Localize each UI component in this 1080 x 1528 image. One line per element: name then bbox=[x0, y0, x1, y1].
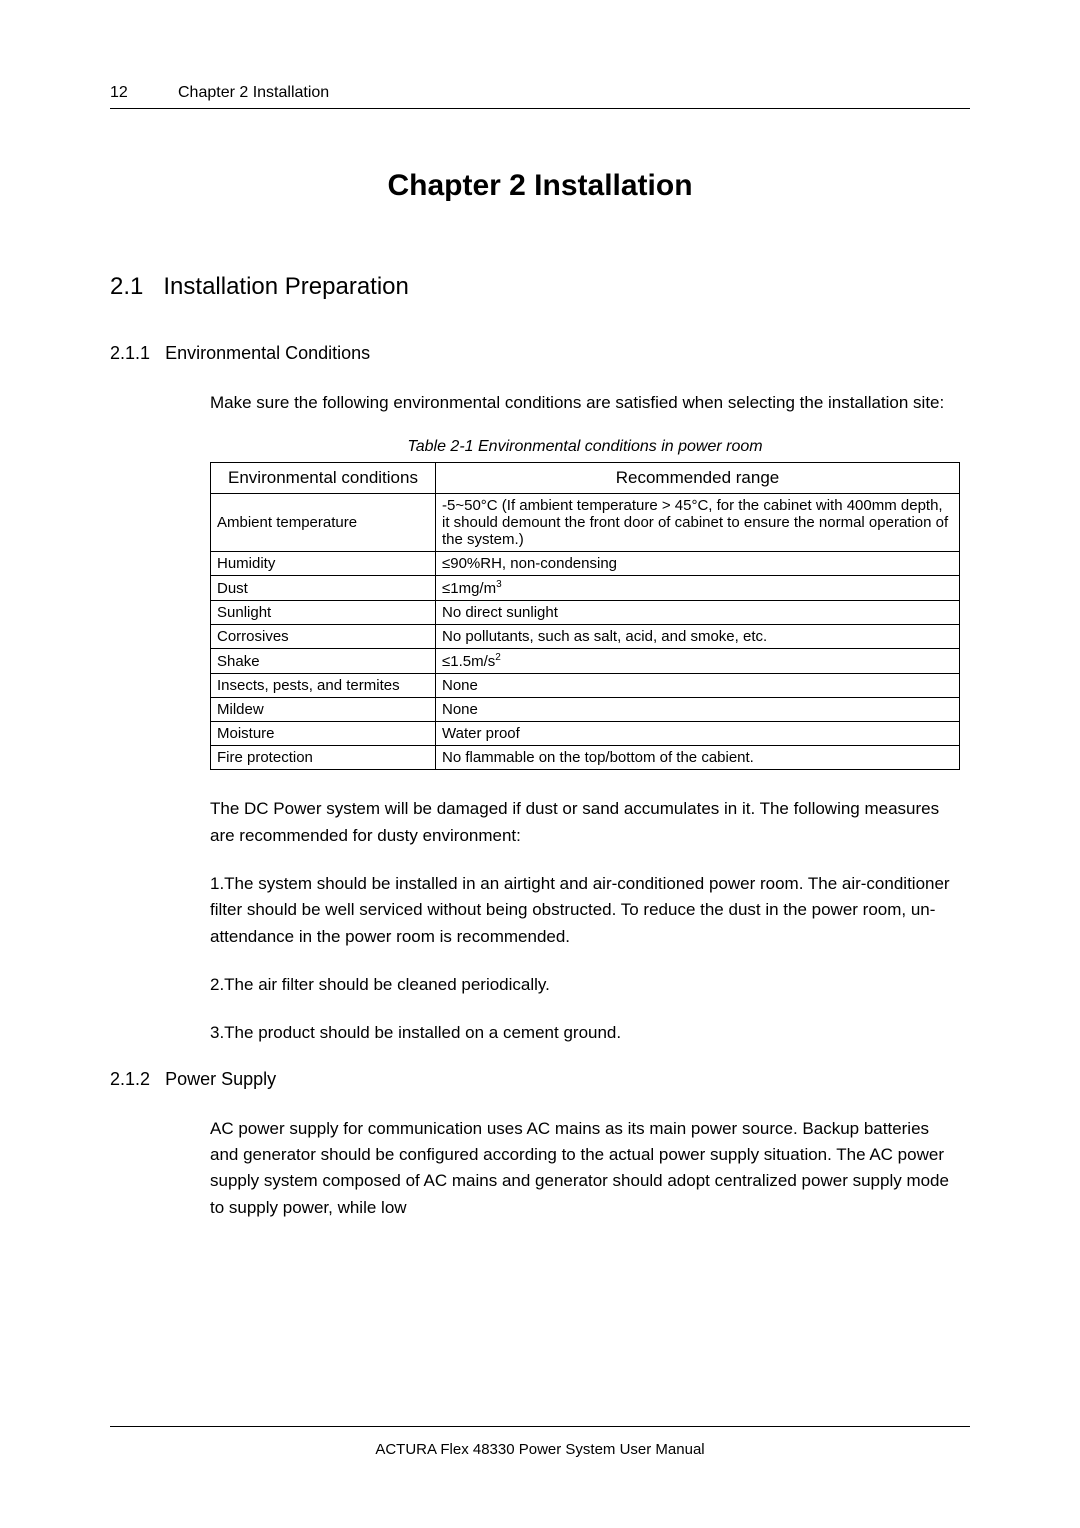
paragraph: AC power supply for communication uses A… bbox=[210, 1116, 960, 1221]
paragraph: 1.The system should be installed in an a… bbox=[210, 871, 960, 950]
running-header: 12 Chapter 2 Installation bbox=[110, 84, 970, 109]
body-2-1-2: AC power supply for communication uses A… bbox=[210, 1116, 960, 1221]
table-cell: None bbox=[436, 674, 960, 698]
subsection-title: Environmental Conditions bbox=[165, 343, 370, 363]
table-cell: Insects, pests, and termites bbox=[211, 674, 436, 698]
table-row: Fire protection No flammable on the top/… bbox=[211, 746, 960, 770]
table-header-cell: Environmental conditions bbox=[211, 463, 436, 494]
table-cell: ≤90%RH, non-condensing bbox=[436, 552, 960, 576]
table-cell: No direct sunlight bbox=[436, 601, 960, 625]
environmental-conditions-table: Environmental conditions Recommended ran… bbox=[210, 462, 960, 770]
table-header-cell: Recommended range bbox=[436, 463, 960, 494]
table-caption: Table 2-1 Environmental conditions in po… bbox=[210, 438, 960, 456]
document-page: 12 Chapter 2 Installation Chapter 2 Inst… bbox=[0, 0, 1080, 1281]
subsection-number: 2.1.2 bbox=[110, 1069, 150, 1089]
body-2-1-1: Make sure the following environmental co… bbox=[210, 390, 960, 1047]
table-cell: Moisture bbox=[211, 722, 436, 746]
table-cell: ≤1.5m/s2 bbox=[436, 649, 960, 674]
section-2-1-1-heading: 2.1.1 Environmental Conditions bbox=[110, 343, 970, 364]
table-cell: ≤1mg/m3 bbox=[436, 576, 960, 601]
section-2-1-heading: 2.1 Installation Preparation bbox=[110, 273, 970, 301]
running-head-text: Chapter 2 Installation bbox=[178, 84, 329, 102]
table-cell: Ambient temperature bbox=[211, 494, 436, 552]
table-cell: Water proof bbox=[436, 722, 960, 746]
table-cell: Corrosives bbox=[211, 625, 436, 649]
section-title: Installation Preparation bbox=[163, 273, 408, 300]
table-cell: Fire protection bbox=[211, 746, 436, 770]
subsection-number: 2.1.1 bbox=[110, 343, 150, 363]
table-row: Sunlight No direct sunlight bbox=[211, 601, 960, 625]
paragraph: 2.The air filter should be cleaned perio… bbox=[210, 972, 960, 998]
table-cell: Humidity bbox=[211, 552, 436, 576]
table-cell: -5~50°C (If ambient temperature > 45°C, … bbox=[436, 494, 960, 552]
page-footer: ACTURA Flex 48330 Power System User Manu… bbox=[110, 1426, 970, 1458]
table-cell: Shake bbox=[211, 649, 436, 674]
table-row: Insects, pests, and termites None bbox=[211, 674, 960, 698]
table-header-row: Environmental conditions Recommended ran… bbox=[211, 463, 960, 494]
paragraph: 3.The product should be installed on a c… bbox=[210, 1020, 960, 1046]
footer-text: ACTURA Flex 48330 Power System User Manu… bbox=[375, 1441, 704, 1458]
table-cell: No pollutants, such as salt, acid, and s… bbox=[436, 625, 960, 649]
table-cell: None bbox=[436, 698, 960, 722]
table-row: Mildew None bbox=[211, 698, 960, 722]
table-cell: Sunlight bbox=[211, 601, 436, 625]
page-number: 12 bbox=[110, 84, 150, 102]
table-row: Shake ≤1.5m/s2 bbox=[211, 649, 960, 674]
subsection-title: Power Supply bbox=[165, 1069, 276, 1089]
chapter-title: Chapter 2 Installation bbox=[110, 169, 970, 203]
table-row: Corrosives No pollutants, such as salt, … bbox=[211, 625, 960, 649]
section-2-1-2-heading: 2.1.2 Power Supply bbox=[110, 1069, 970, 1090]
table-cell: No flammable on the top/bottom of the ca… bbox=[436, 746, 960, 770]
table-row: Dust ≤1mg/m3 bbox=[211, 576, 960, 601]
table-row: Moisture Water proof bbox=[211, 722, 960, 746]
section-number: 2.1 bbox=[110, 273, 143, 300]
paragraph: The DC Power system will be damaged if d… bbox=[210, 796, 960, 849]
table-cell: Mildew bbox=[211, 698, 436, 722]
intro-paragraph: Make sure the following environmental co… bbox=[210, 390, 960, 416]
table-row: Humidity ≤90%RH, non-condensing bbox=[211, 552, 960, 576]
table-cell: Dust bbox=[211, 576, 436, 601]
table-row: Ambient temperature -5~50°C (If ambient … bbox=[211, 494, 960, 552]
